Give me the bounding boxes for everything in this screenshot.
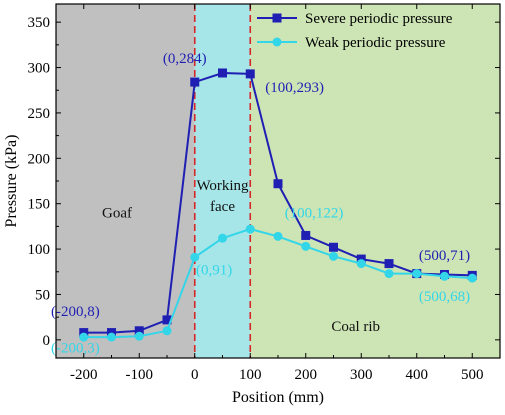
series-0-point-11: [384, 259, 394, 269]
series-1-point-11: [384, 269, 394, 279]
y-tick-label-6: 300: [28, 61, 51, 77]
data-label-2: (0,284): [163, 51, 207, 67]
series-1-point-13: [440, 271, 449, 281]
data-label-6: (500,71): [419, 248, 470, 264]
series-0-point-9: [329, 242, 338, 252]
series-1-point-12: [412, 269, 422, 279]
data-label-7: (500,68): [419, 289, 470, 305]
legend-marker-1: [272, 37, 282, 47]
data-label-0: (-200,8): [51, 304, 100, 320]
region-label-0: Goaf: [102, 205, 132, 221]
series-0-point-6: [245, 69, 255, 79]
y-tick-label-0: 0: [43, 333, 51, 349]
y-tick-label-4: 200: [28, 151, 51, 167]
series-1-point-14: [467, 273, 477, 283]
y-axis-label: Pressure (kPa): [3, 135, 20, 228]
data-label-3: (0,91): [196, 262, 232, 278]
data-label-4: (100,293): [265, 80, 324, 96]
series-1-point-7: [273, 231, 283, 241]
region-label-1-line-1: face: [210, 199, 235, 215]
x-tick-label-1: -100: [126, 367, 154, 383]
series-0-point-0: [79, 328, 89, 338]
series-1-point-2: [134, 331, 144, 341]
x-tick-label-6: 400: [406, 367, 429, 383]
series-1-point-10: [356, 259, 366, 269]
legend-label-1: Weak periodic pressure: [305, 35, 446, 51]
series-1-point-8: [301, 241, 311, 251]
x-tick-label-2: 0: [191, 367, 199, 383]
series-0-point-2: [134, 326, 144, 336]
y-tick-label-2: 100: [28, 242, 51, 258]
series-1-point-1: [107, 332, 116, 342]
x-tick-label-5: 300: [350, 367, 373, 383]
data-label-5: (100,122): [285, 205, 344, 221]
series-1-point-0: [79, 332, 89, 342]
series-0-point-1: [107, 328, 116, 338]
series-0-point-4: [190, 77, 200, 87]
region-0: [56, 4, 195, 358]
series-1-point-3: [162, 326, 172, 336]
legend-marker-0: [272, 13, 282, 23]
region-1: [194, 4, 251, 358]
y-tick-label-7: 350: [28, 15, 51, 31]
y-tick-label-1: 50: [35, 287, 50, 303]
series-0-point-8: [301, 230, 311, 240]
y-tick-label-5: 250: [28, 106, 51, 122]
data-label-1: (-200,3): [51, 341, 100, 357]
x-tick-label-4: 200: [295, 367, 318, 383]
series-1-point-5: [218, 233, 227, 243]
series-0-point-10: [356, 254, 366, 264]
series-1-point-9: [329, 251, 338, 261]
series-0-point-5: [218, 68, 227, 78]
region-label-2: Coal rib: [331, 319, 380, 335]
x-axis-label: Position (mm): [232, 389, 324, 406]
x-tick-label-0: -200: [70, 367, 98, 383]
y-tick-label-3: 150: [28, 197, 51, 213]
series-0-point-7: [273, 179, 283, 189]
region-2: [250, 4, 500, 358]
x-tick-label-3: 100: [239, 367, 262, 383]
series-1-point-4: [190, 252, 200, 262]
series-0-point-3: [162, 315, 172, 325]
series-1-point-6: [245, 224, 255, 234]
x-tick-label-7: 500: [461, 367, 484, 383]
region-label-1-line-0: Working: [196, 178, 249, 194]
legend-label-0: Severe periodic pressure: [305, 11, 453, 27]
